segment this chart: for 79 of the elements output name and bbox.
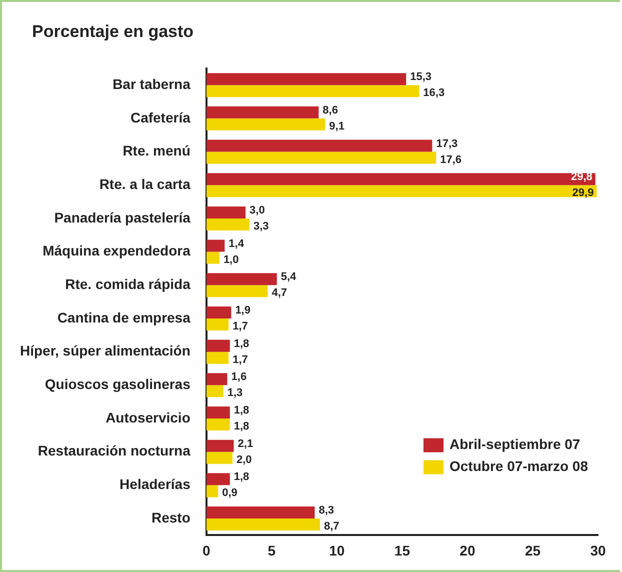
y-tick-label: Resto: [151, 509, 190, 526]
y-tick-label: Quioscos gasolineras: [44, 376, 191, 392]
y-tick-label: Rte. comida rápida: [65, 276, 191, 292]
data-label: 29,9: [572, 187, 594, 200]
bar: [206, 506, 315, 519]
x-tick-label: 20: [460, 542, 476, 558]
data-label: 1,9: [235, 304, 250, 316]
data-label: 1,8: [234, 404, 250, 417]
x-tick-label: 5: [268, 542, 276, 558]
y-tick-label: Híper, súper alimentación: [20, 342, 190, 359]
x-tick-label: 10: [329, 542, 345, 558]
legend-label: Octubre 07-marzo 08: [450, 458, 588, 474]
data-label: 15,3: [410, 71, 432, 84]
data-label: 17,6: [440, 154, 462, 166]
bar: [206, 73, 406, 86]
bar: [206, 252, 220, 264]
y-tick-label: Panadería pastelería: [54, 209, 191, 226]
bar: [206, 240, 225, 252]
bar: [206, 518, 320, 531]
data-label: 3,0: [250, 204, 265, 216]
data-label: 8,3: [318, 504, 334, 517]
data-label: 8,7: [324, 520, 340, 533]
y-tick-label: Cantina de empresa: [57, 309, 191, 326]
bar: [206, 206, 246, 218]
y-tick-label: Autoservicio: [106, 409, 190, 426]
data-label: 2,0: [236, 454, 252, 466]
data-label: 3,3: [253, 220, 269, 232]
data-label: 1,6: [231, 371, 247, 384]
bar: [206, 440, 234, 452]
y-tick-label: Rte. menú: [122, 142, 190, 159]
legend-label: Abril-septiembre 07: [450, 436, 580, 452]
data-label: 1,8: [234, 420, 250, 433]
x-tick-label: 30: [590, 542, 606, 558]
data-label: 16,3: [423, 87, 445, 100]
bar: [206, 373, 228, 386]
data-label: 1,7: [232, 320, 248, 333]
bar: [206, 152, 436, 164]
data-label: 5,4: [280, 271, 298, 284]
bar: [206, 140, 432, 152]
bar: [206, 106, 319, 118]
bar: [206, 385, 224, 398]
y-tick-label: Restauración nocturna: [38, 442, 191, 459]
bar: [206, 406, 230, 418]
y-tick-label: Cafetería: [130, 109, 191, 126]
bar: [206, 218, 250, 230]
data-label: 0,9: [222, 487, 238, 500]
y-tick-label: Heladerías: [120, 476, 191, 492]
bar: [206, 306, 232, 318]
bar: [206, 485, 218, 498]
y-tick-label: Bar taberna: [112, 76, 191, 92]
data-label: 1,0: [223, 254, 239, 266]
bar: [206, 352, 229, 364]
data-label: 1,3: [227, 387, 243, 400]
x-tick-label: 25: [524, 542, 541, 558]
x-tick-label: 0: [202, 542, 210, 558]
data-label: 1,8: [234, 471, 250, 484]
bar: [206, 285, 268, 298]
bar: [206, 473, 230, 486]
bar: [206, 318, 229, 330]
bar: [206, 452, 232, 464]
y-tick-label: Rte. a la carta: [99, 176, 191, 192]
data-label: 1,8: [234, 338, 250, 350]
x-tick-label: 15: [394, 542, 410, 558]
bar: [206, 118, 326, 130]
y-tick-label: Máquina expendedora: [42, 242, 191, 259]
data-label: 1,4: [228, 238, 245, 250]
chart-title: Porcentaje en gasto: [32, 22, 194, 42]
bar: [206, 173, 596, 186]
bar: [206, 418, 230, 431]
data-label: 17,3: [436, 138, 458, 150]
data-label: 4,7: [272, 287, 288, 300]
bar: [206, 85, 420, 98]
data-label: 8,6: [322, 104, 338, 116]
bar: [206, 185, 597, 198]
data-label: 1,7: [232, 354, 248, 366]
data-label: 9,1: [329, 120, 344, 132]
bar: [206, 273, 277, 286]
data-label: 2,1: [238, 438, 254, 450]
bar: [206, 340, 230, 352]
